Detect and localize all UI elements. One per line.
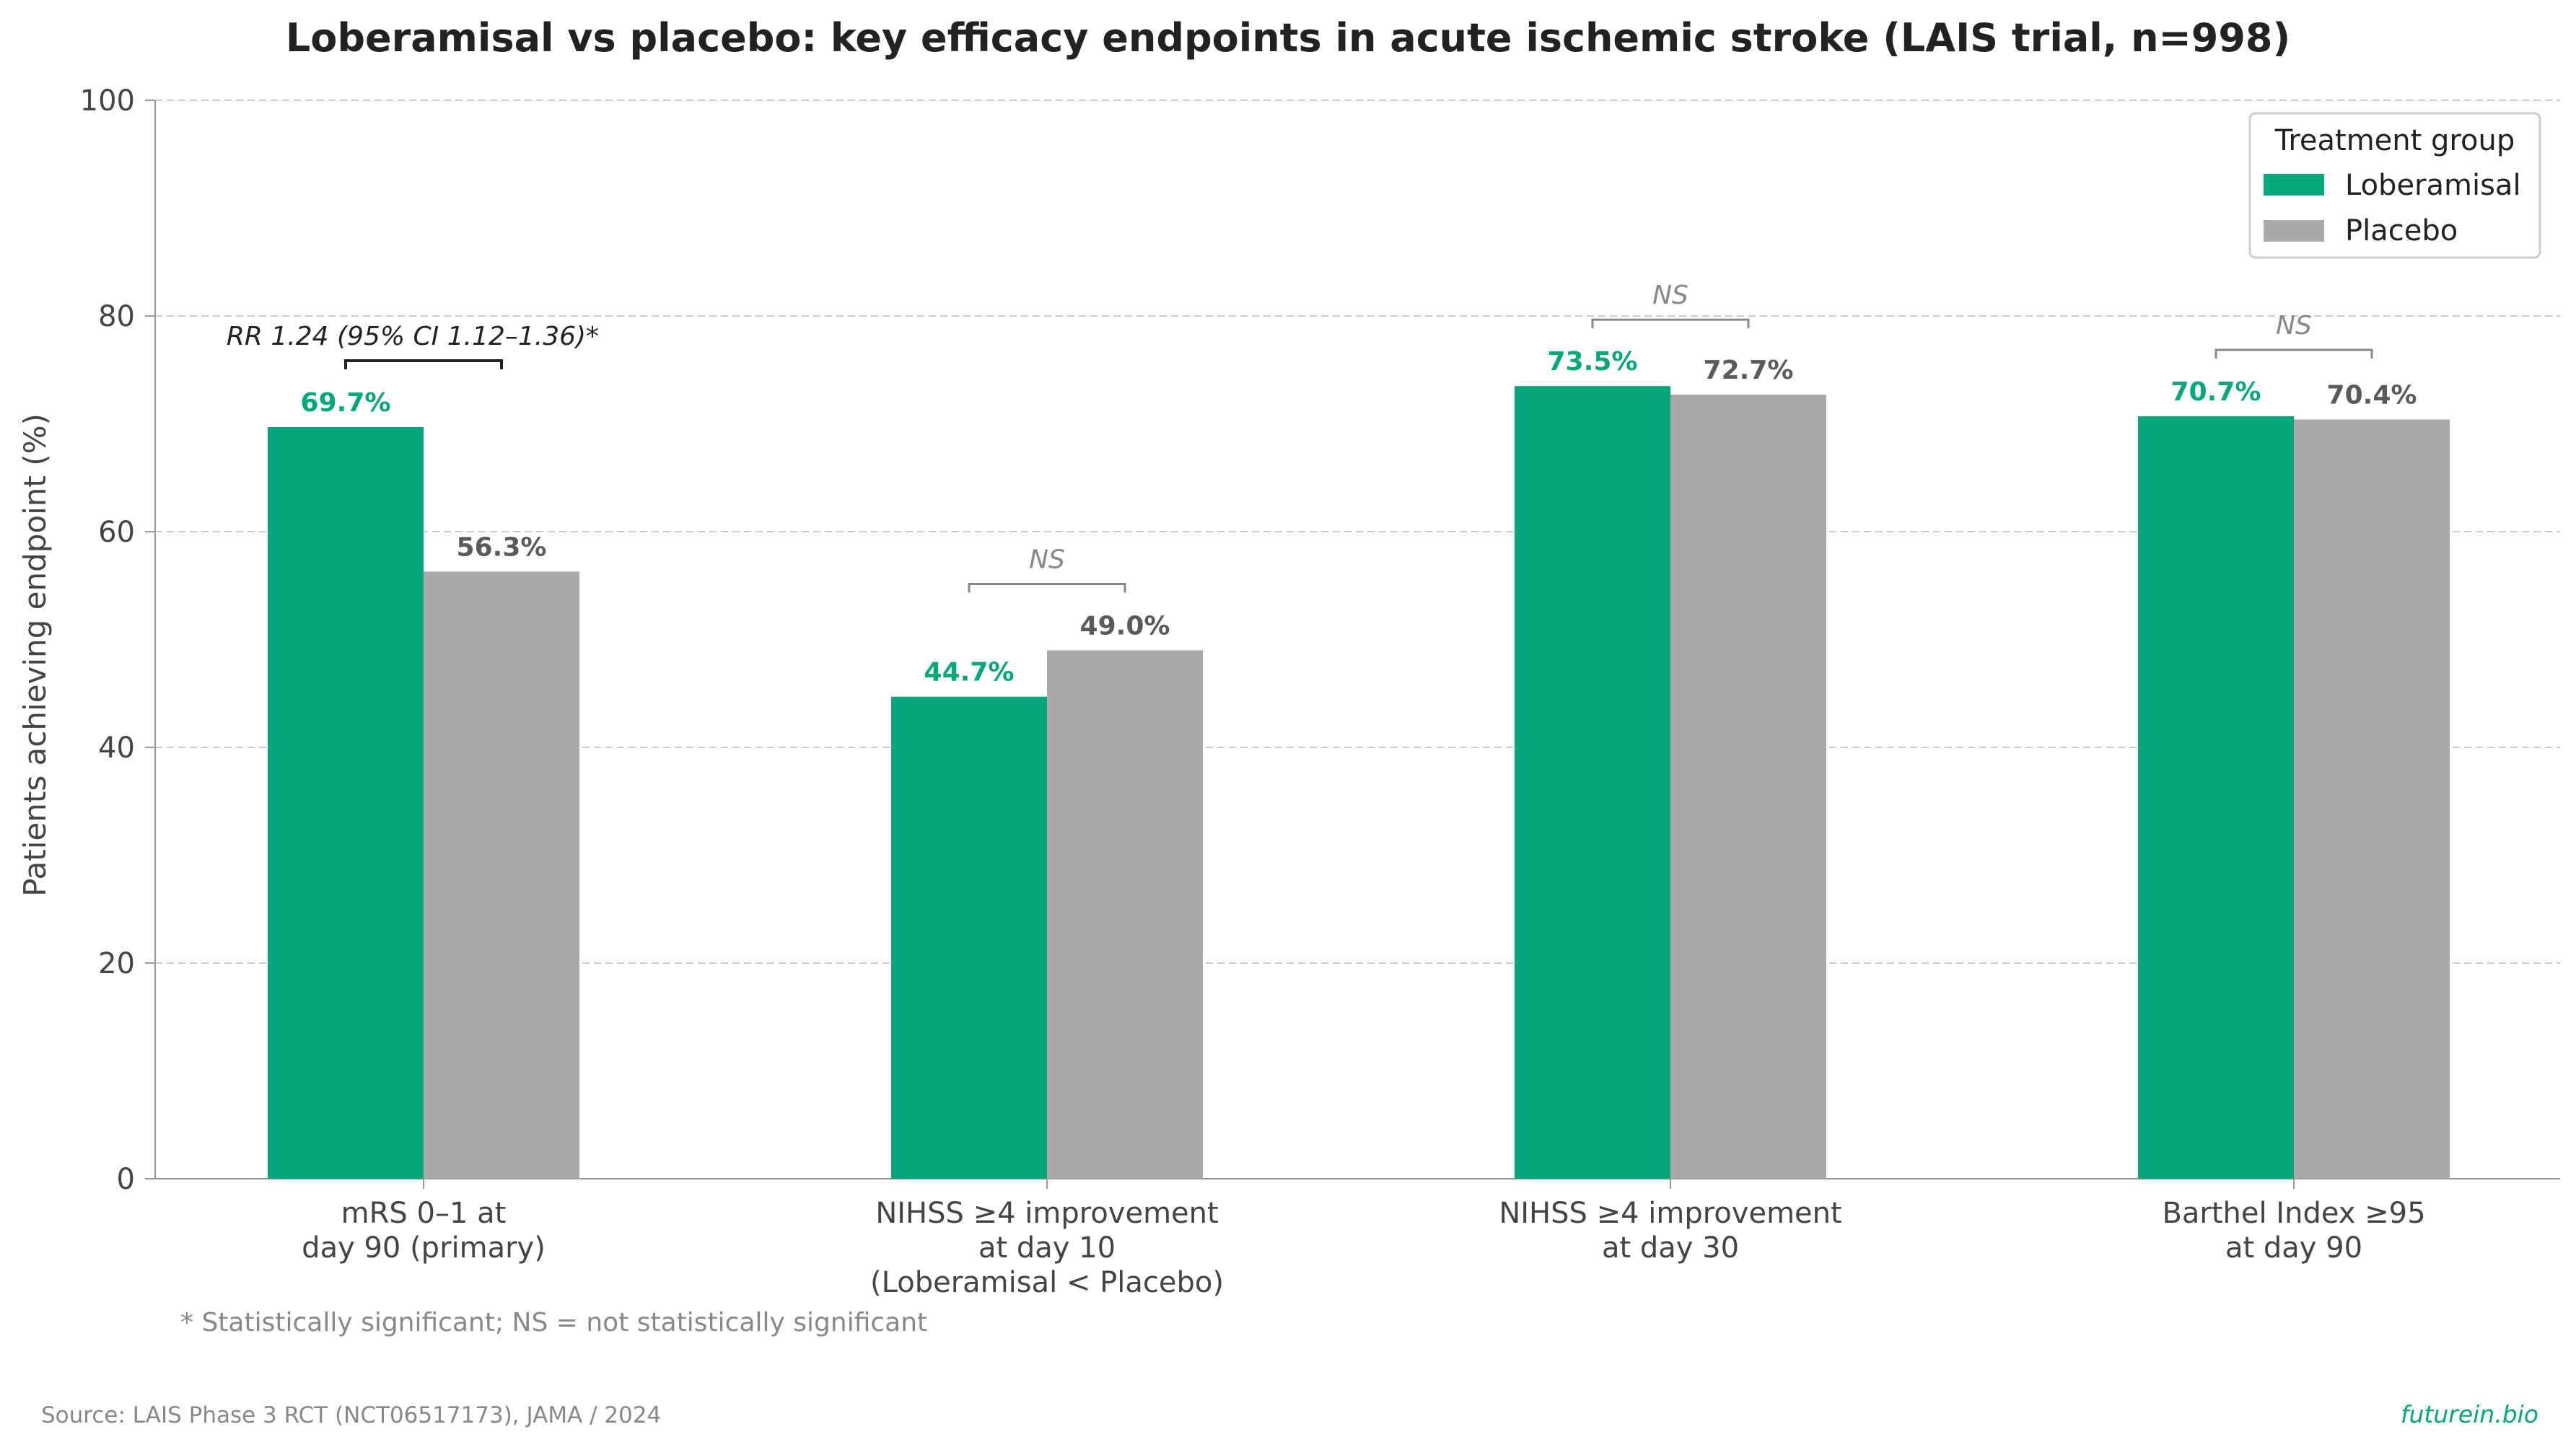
bar-value-label: 70.7% (2171, 377, 2261, 407)
bar-value-label: 73.5% (1548, 347, 1638, 377)
legend-label-loberamisal: Loberamisal (2345, 169, 2521, 202)
x-tick-label: (Loberamisal < Placebo) (870, 1266, 1224, 1299)
bar-value-label: 70.4% (2327, 381, 2417, 410)
bar-value-label: 44.7% (924, 658, 1015, 687)
source-note: Source: LAIS Phase 3 RCT (NCT06517173), … (41, 1402, 661, 1428)
bar-loberamisal (268, 426, 424, 1179)
ns-annotation: NS (1029, 545, 1065, 574)
bar-loberamisal (1515, 386, 1670, 1179)
bar-value-label: 69.7% (301, 388, 391, 418)
legend-swatch-placebo (2264, 220, 2324, 242)
y-axis-label: Patients achieving endpoint (%) (17, 413, 53, 897)
bar-loberamisal (2138, 416, 2294, 1179)
y-tick-label: 40 (98, 731, 135, 765)
bar-placebo (1047, 650, 1203, 1179)
bar-loberamisal (891, 696, 1047, 1179)
chart-title: Loberamisal vs placebo: key efficacy end… (286, 15, 2290, 61)
x-tick-label: Barthel Index ≥95 (2162, 1197, 2425, 1230)
legend-swatch-loberamisal (2264, 174, 2324, 195)
comparison-bracket (968, 582, 1126, 593)
annotations: RR 1.24 (95% CI 1.12–1.36)* NS NS NS (227, 281, 2373, 593)
y-tick-label: 0 (117, 1163, 135, 1196)
x-tick-label: at day 30 (1602, 1231, 1739, 1265)
legend-title: Treatment group (2274, 124, 2515, 157)
x-tick-label: NIHSS ≥4 improvement (1499, 1197, 1841, 1230)
bar-placebo (1670, 395, 1826, 1179)
x-tick-label: mRS 0–1 at (341, 1197, 507, 1230)
legend-label-placebo: Placebo (2345, 214, 2458, 247)
comparison-bracket (2214, 348, 2373, 359)
x-tick-label: day 90 (primary) (302, 1231, 546, 1265)
x-tick-label: NIHSS ≥4 improvement (875, 1197, 1218, 1230)
significance-annotation: RR 1.24 (95% CI 1.12–1.36)* (227, 322, 599, 351)
bar-placebo (2294, 419, 2450, 1179)
y-tick-label: 80 (98, 300, 135, 333)
bar-placebo (424, 571, 579, 1179)
bar-value-label: 49.0% (1080, 611, 1170, 641)
footnote: * Statistically significant; NS = not st… (180, 1308, 927, 1337)
ns-annotation: NS (2276, 311, 2312, 340)
bars: 69.7% 56.3% 44.7% 49.0% 73.5% 72.7% 70.7% 70.4% (268, 347, 2450, 1179)
legend: Treatment group Loberamisal Placebo (2248, 112, 2541, 259)
x-tick-label: at day 90 (2225, 1231, 2362, 1265)
comparison-bracket (344, 359, 503, 369)
y-tick-label: 100 (80, 84, 135, 118)
bar-value-label: 72.7% (1704, 356, 1794, 385)
comparison-bracket (1591, 318, 1750, 329)
brand-label: futurein.bio (2401, 1400, 2538, 1428)
x-tick-label: at day 10 (978, 1231, 1116, 1265)
y-tick-label: 20 (98, 947, 135, 980)
ns-annotation: NS (1652, 281, 1688, 310)
y-tick-label: 60 (98, 516, 135, 549)
bar-value-label: 56.3% (457, 532, 547, 562)
